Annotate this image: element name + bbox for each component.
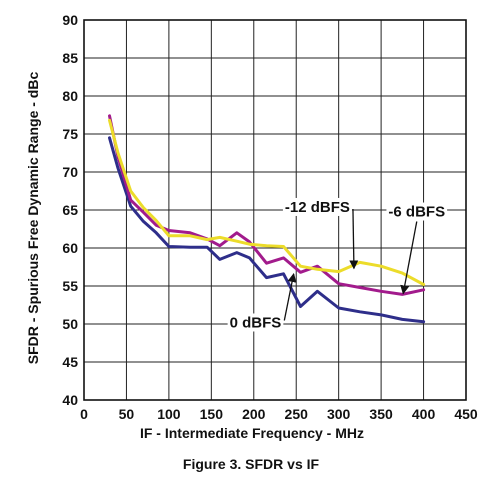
x-tick-label: 450 xyxy=(454,406,478,422)
y-tick-label: 55 xyxy=(62,278,78,294)
x-tick-label: 150 xyxy=(200,406,224,422)
y-tick-label: 60 xyxy=(62,240,78,256)
series-lines xyxy=(108,114,426,324)
x-tick-label: 300 xyxy=(327,406,351,422)
annotation-label: -12 dBFS xyxy=(285,199,350,216)
annotation-arrow xyxy=(283,272,297,321)
annotation-arrow xyxy=(349,208,359,270)
series-line-12-dbfs xyxy=(108,118,426,286)
annotation-label-bg xyxy=(386,202,448,221)
annotation-label: 0 dBFS xyxy=(230,314,282,331)
series-line-6-dbfs xyxy=(108,114,426,296)
x-tick-label: 200 xyxy=(242,406,266,422)
annotation-label: -6 dBFS xyxy=(388,204,445,221)
y-tick-label: 65 xyxy=(62,202,78,218)
y-tick-label: 80 xyxy=(62,88,78,104)
annotation-label-bg xyxy=(227,313,284,332)
x-tick-label: 0 xyxy=(80,406,88,422)
y-tick-label: 45 xyxy=(62,354,78,370)
y-tick-label: 75 xyxy=(62,126,78,142)
plot-frame xyxy=(83,19,467,401)
y-tick-label: 40 xyxy=(62,392,78,408)
annotation-arrow xyxy=(400,221,418,295)
series-line-0-dbfs xyxy=(108,136,426,324)
x-axis-label: IF - Intermediate Frequency - MHz xyxy=(140,425,364,441)
x-tick-label: 400 xyxy=(412,406,436,422)
x-tick-label: 100 xyxy=(157,406,181,422)
x-tick-label: 350 xyxy=(369,406,393,422)
y-tick-label: 70 xyxy=(62,164,78,180)
x-tick-label: 50 xyxy=(119,406,135,422)
plot-border xyxy=(83,19,467,401)
y-tick-label: 85 xyxy=(62,50,78,66)
figure-caption: Figure 3. SFDR vs IF xyxy=(182,456,320,472)
y-tick-label: 90 xyxy=(62,12,78,28)
y-axis-label: SFDR - Spurious Free Dynamic Range - dBc xyxy=(25,72,41,365)
y-tick-label: 50 xyxy=(62,316,78,332)
annotation-label-bg xyxy=(282,197,352,216)
x-tick-label: 250 xyxy=(285,406,309,422)
annotations: -12 dBFS -6 dBFS 0 dBFS xyxy=(227,197,448,332)
tick-labels: 0 50 100 150 200 250 300 350 400 450 40 45 50 55 60 65 7… xyxy=(62,12,477,422)
